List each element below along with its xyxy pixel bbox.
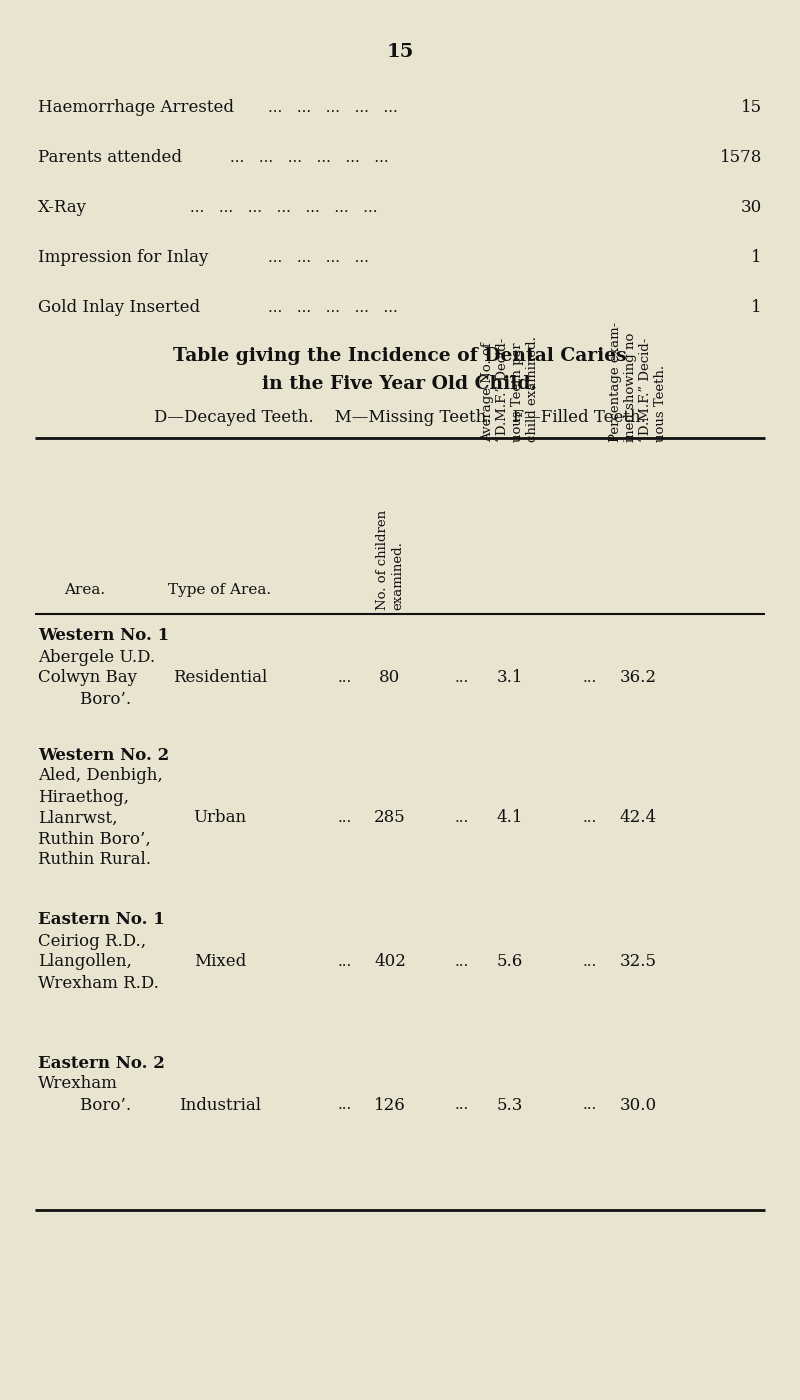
- Text: Impression for Inlay: Impression for Inlay: [38, 249, 208, 266]
- Text: ...: ...: [338, 1098, 352, 1112]
- Text: Gold Inlay Inserted: Gold Inlay Inserted: [38, 300, 200, 316]
- Text: ...: ...: [455, 955, 469, 969]
- Text: 4.1: 4.1: [497, 809, 523, 826]
- Text: ...: ...: [583, 811, 597, 825]
- Text: Ceiriog R.D.,: Ceiriog R.D.,: [38, 932, 146, 949]
- Text: ...: ...: [338, 811, 352, 825]
- Text: ...   ...   ...   ...   ...   ...: ... ... ... ... ... ...: [230, 151, 389, 165]
- Text: Table giving the Incidence of Dental Caries: Table giving the Incidence of Dental Car…: [173, 347, 627, 365]
- Text: 30: 30: [741, 199, 762, 217]
- Text: Eastern No. 2: Eastern No. 2: [38, 1054, 165, 1071]
- Text: ...: ...: [338, 671, 352, 685]
- Text: 126: 126: [374, 1096, 406, 1113]
- Text: 1: 1: [751, 249, 762, 266]
- Text: Area.: Area.: [65, 582, 106, 596]
- Text: 5.6: 5.6: [497, 953, 523, 970]
- Text: ...   ...   ...   ...   ...   ...   ...: ... ... ... ... ... ... ...: [190, 202, 378, 216]
- Text: D—Decayed Teeth.    M—Missing Teeth.    F—Filled Teeth.: D—Decayed Teeth. M—Missing Teeth. F—Fill…: [154, 409, 646, 427]
- Text: Mixed: Mixed: [194, 953, 246, 970]
- Text: 15: 15: [386, 43, 414, 62]
- Text: Western No. 2: Western No. 2: [38, 746, 170, 763]
- Text: Wrexham R.D.: Wrexham R.D.: [38, 974, 159, 991]
- Text: Boro’.: Boro’.: [38, 690, 131, 707]
- Text: Ruthin Boro’,: Ruthin Boro’,: [38, 830, 150, 847]
- Text: 3.1: 3.1: [497, 669, 523, 686]
- Text: 1: 1: [751, 300, 762, 316]
- Text: 30.0: 30.0: [619, 1096, 657, 1113]
- Text: Eastern No. 1: Eastern No. 1: [38, 911, 165, 928]
- Text: ...   ...   ...   ...: ... ... ... ...: [268, 251, 369, 265]
- Text: Industrial: Industrial: [179, 1096, 261, 1113]
- Text: Hiraethog,: Hiraethog,: [38, 788, 129, 805]
- Text: Colwyn Bay: Colwyn Bay: [38, 669, 137, 686]
- Text: Wrexham: Wrexham: [38, 1075, 118, 1092]
- Text: Western No. 1: Western No. 1: [38, 627, 169, 644]
- Text: in the Five Year Old Child.: in the Five Year Old Child.: [262, 375, 538, 393]
- Text: Urban: Urban: [194, 809, 246, 826]
- Text: Boro’.: Boro’.: [38, 1096, 131, 1113]
- Text: ...: ...: [583, 1098, 597, 1112]
- Text: Ruthin Rural.: Ruthin Rural.: [38, 851, 151, 868]
- Text: Percentage exam-
ined showing no
“D.M.F.” Decid-
uous Teeth.: Percentage exam- ined showing no “D.M.F.…: [609, 322, 667, 442]
- Text: Type of Area.: Type of Area.: [169, 582, 271, 596]
- Text: ...: ...: [338, 955, 352, 969]
- Text: 285: 285: [374, 809, 406, 826]
- Text: 32.5: 32.5: [619, 953, 657, 970]
- Text: Llangollen,: Llangollen,: [38, 953, 132, 970]
- Text: ...: ...: [455, 671, 469, 685]
- Text: Llanrwst,: Llanrwst,: [38, 809, 118, 826]
- Text: No. of children
examined.: No. of children examined.: [376, 510, 404, 610]
- Text: ...: ...: [583, 955, 597, 969]
- Text: ...: ...: [455, 1098, 469, 1112]
- Text: 80: 80: [379, 669, 401, 686]
- Text: 5.3: 5.3: [497, 1096, 523, 1113]
- Text: ...   ...   ...   ...   ...: ... ... ... ... ...: [268, 301, 398, 315]
- Text: Aled, Denbigh,: Aled, Denbigh,: [38, 767, 162, 784]
- Text: 36.2: 36.2: [619, 669, 657, 686]
- Text: Abergele U.D.: Abergele U.D.: [38, 648, 155, 665]
- Text: ...: ...: [455, 811, 469, 825]
- Text: Residential: Residential: [173, 669, 267, 686]
- Text: 1578: 1578: [720, 150, 762, 167]
- Text: X-Ray: X-Ray: [38, 199, 87, 217]
- Text: Average No. of
“D.M.F.” Decid-
uous Teeth per
child examined.: Average No. of “D.M.F.” Decid- uous Teet…: [481, 336, 539, 442]
- Text: Parents attended: Parents attended: [38, 150, 182, 167]
- Text: ...   ...   ...   ...   ...: ... ... ... ... ...: [268, 101, 398, 115]
- Text: ...: ...: [583, 671, 597, 685]
- Text: Haemorrhage Arrested: Haemorrhage Arrested: [38, 99, 234, 116]
- Text: 402: 402: [374, 953, 406, 970]
- Text: 42.4: 42.4: [619, 809, 657, 826]
- Text: 15: 15: [741, 99, 762, 116]
